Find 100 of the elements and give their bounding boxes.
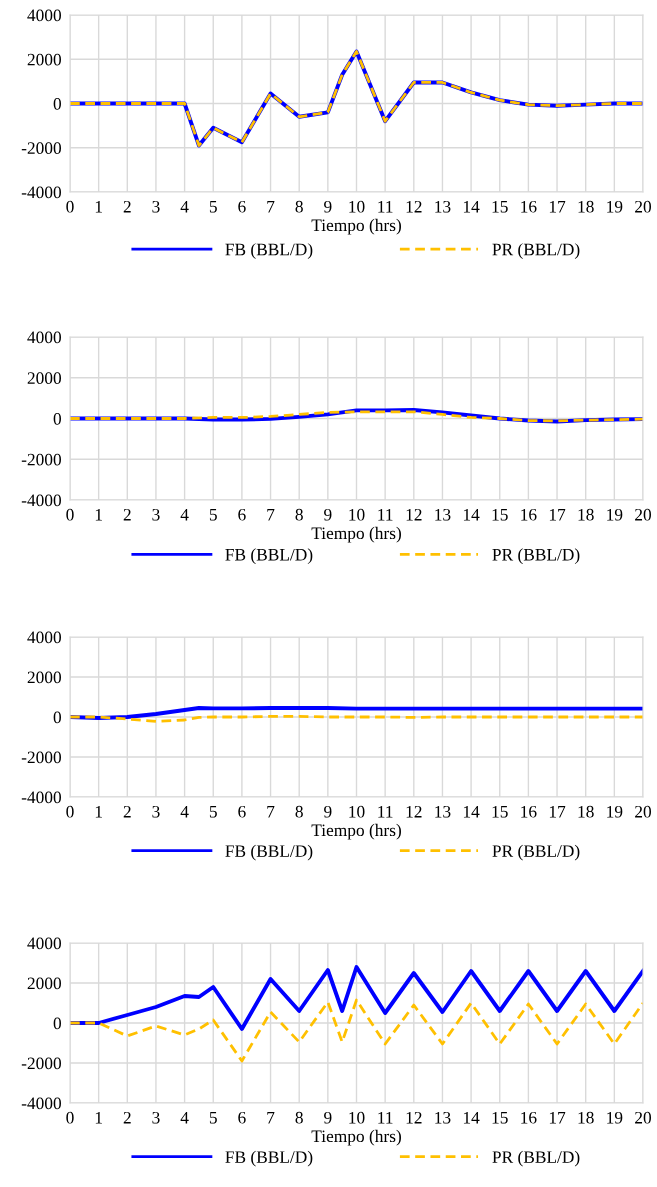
x-tick-label: 6 [238, 200, 246, 213]
legend-label: PR (BBL/D) [492, 1150, 580, 1167]
x-tick-label: 5 [209, 509, 217, 521]
y-tick-label: 4000 [27, 937, 61, 950]
x-tick-label: 17 [549, 200, 566, 213]
x-tick-label: 10 [349, 200, 365, 213]
y-tick-label: -2000 [21, 142, 62, 154]
x-tick-label: 1 [95, 1111, 102, 1124]
x-tick-label: 12 [406, 1111, 422, 1124]
y-tick-label: 2000 [27, 372, 61, 384]
x-tick-label: 17 [549, 508, 566, 521]
x-tick-label: 7 [267, 201, 275, 213]
x-tick-label: 20 [635, 805, 652, 818]
x-tick-label: 13 [435, 805, 451, 818]
x-tick-label: 15 [492, 805, 508, 818]
x-tick-label: 4 [180, 508, 189, 521]
y-tick-label: 0 [53, 97, 61, 110]
x-tick-label: 14 [463, 1111, 480, 1124]
x-tick-label: 2 [123, 1111, 131, 1124]
x-tick-label: 8 [295, 508, 303, 521]
x-tick-label: 15 [492, 200, 508, 213]
x-tick-label: 15 [492, 1111, 508, 1124]
y-tick-label: -2000 [21, 453, 62, 466]
y-tick-label: 0 [53, 711, 61, 724]
x-tick-label: 19 [607, 805, 623, 818]
y-tick-label: -4000 [21, 791, 62, 804]
x-tick-label: 8 [295, 805, 303, 818]
x-tick-label: 18 [578, 508, 594, 521]
x-tick-label: 2 [123, 805, 131, 818]
y-tick-label: 4000 [27, 9, 61, 22]
y-tick-label: -2000 [21, 1057, 62, 1070]
x-tick-label: 19 [607, 508, 623, 521]
x-tick-label: 18 [578, 200, 594, 213]
y-tick-label: 4000 [27, 331, 61, 344]
x-tick-label: 14 [463, 805, 480, 818]
legend-label: PR (BBL/D) [492, 844, 580, 861]
x-tick-label: 7 [267, 1112, 275, 1124]
x-axis-title: Tiempo (hrs) [311, 1129, 401, 1146]
x-tick-label: 3 [152, 805, 160, 818]
x-tick-label: 11 [378, 805, 393, 818]
x-tick-label: 9 [324, 200, 332, 213]
x-tick-label: 3 [152, 1111, 160, 1124]
x-tick-label: 12 [406, 805, 422, 818]
x-tick-label: 19 [607, 1111, 623, 1124]
x-tick-label: 5 [209, 1112, 217, 1124]
x-tick-label: 5 [209, 806, 217, 818]
x-tick-label: 3 [152, 200, 160, 213]
y-tick-label: -2000 [21, 751, 62, 764]
legend-label: PR (BBL/D) [492, 243, 580, 259]
y-tick-label: 2000 [27, 671, 61, 684]
x-tick-label: 16 [521, 805, 537, 818]
x-tick-label: 4 [180, 805, 189, 818]
x-tick-label: 7 [267, 806, 275, 818]
x-tick-label: 0 [66, 200, 74, 213]
legend-label: FB (BBL/D) [225, 548, 313, 565]
x-tick-label: 12 [406, 508, 422, 521]
x-tick-label: 6 [238, 805, 246, 818]
x-tick-label: 18 [578, 1111, 594, 1124]
x-tick-label: 17 [549, 805, 566, 818]
x-tick-label: 2 [123, 200, 131, 213]
x-tick-label: 10 [349, 1111, 365, 1124]
x-tick-label: 9 [324, 1111, 332, 1124]
x-tick-label: 9 [324, 805, 332, 818]
x-tick-label: 18 [578, 805, 594, 818]
x-tick-label: 8 [295, 1111, 303, 1124]
y-tick-label: 2000 [27, 53, 61, 66]
x-tick-label: 5 [209, 201, 217, 213]
x-tick-label: 0 [66, 508, 74, 521]
x-tick-label: 13 [435, 200, 451, 213]
x-tick-label: 19 [607, 200, 623, 213]
legend-label: FB (BBL/D) [225, 243, 313, 259]
y-tick-label: -4000 [21, 1097, 62, 1110]
x-axis-title: Tiempo (hrs) [311, 823, 401, 840]
x-tick-label: 0 [66, 805, 74, 818]
x-tick-label: 9 [324, 508, 332, 521]
x-tick-label: 17 [549, 1111, 566, 1124]
x-tick-label: 20 [635, 200, 652, 213]
y-tick-label: -4000 [21, 186, 62, 199]
y-tick-label: -4000 [21, 494, 62, 507]
x-tick-label: 10 [349, 508, 365, 521]
x-tick-label: 20 [635, 1111, 652, 1124]
legend-label: PR (BBL/D) [492, 548, 580, 565]
x-axis-title: Tiempo (hrs) [311, 218, 401, 235]
x-tick-label: 13 [435, 1111, 451, 1124]
x-tick-label: 20 [635, 508, 652, 521]
y-tick-label: 0 [53, 1017, 61, 1030]
y-tick-label: 4000 [27, 631, 61, 644]
x-tick-label: 0 [66, 1111, 74, 1124]
x-tick-label: 11 [378, 508, 393, 521]
x-tick-label: 1 [95, 200, 102, 213]
x-tick-label: 8 [295, 200, 303, 213]
x-tick-label: 4 [180, 200, 189, 213]
x-tick-label: 1 [95, 508, 102, 521]
x-tick-label: 7 [267, 509, 275, 521]
x-tick-label: 2 [123, 508, 131, 521]
x-tick-label: 16 [521, 200, 537, 213]
legend-label: FB (BBL/D) [225, 1150, 313, 1167]
legend-label: FB (BBL/D) [225, 844, 313, 861]
y-tick-label: 0 [53, 412, 61, 425]
x-tick-label: 1 [95, 805, 102, 818]
